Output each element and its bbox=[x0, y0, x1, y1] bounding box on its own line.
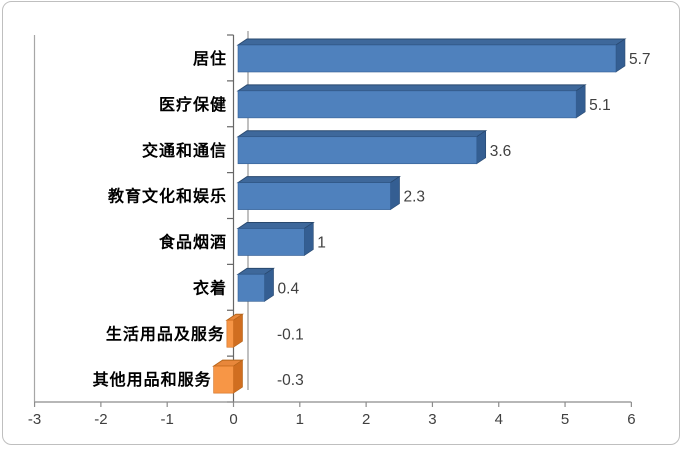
x-axis-tick-label: 4 bbox=[495, 411, 503, 428]
bar-top-face bbox=[236, 130, 488, 138]
category-label: 居住 bbox=[193, 49, 227, 68]
bar-side-face bbox=[264, 267, 274, 302]
category-label: 衣着 bbox=[193, 278, 227, 297]
bar-top-face bbox=[236, 84, 587, 92]
bar-side-face bbox=[615, 38, 626, 73]
bar-value-label: 0.4 bbox=[278, 280, 300, 297]
category-label: 交通和通信 bbox=[142, 141, 227, 160]
x-axis-tick-label: -3 bbox=[28, 411, 41, 428]
bar-value-label: 2.3 bbox=[404, 189, 426, 206]
bar-value-label: 3.6 bbox=[490, 143, 512, 160]
category-label: 食品烟酒 bbox=[158, 233, 227, 252]
x-axis-tick-label: 3 bbox=[428, 411, 436, 428]
x-axis-tick-label: 6 bbox=[627, 411, 635, 428]
x-axis-tick-label: 2 bbox=[362, 411, 370, 428]
bar bbox=[237, 44, 617, 73]
bar-side-face bbox=[304, 221, 314, 257]
bar bbox=[213, 365, 234, 394]
bar bbox=[237, 136, 478, 165]
category-label: 生活用品及服务 bbox=[106, 324, 225, 343]
bar-side-face bbox=[233, 313, 243, 348]
category-label: 其他用品和服务 bbox=[93, 370, 212, 389]
bar-value-label: 5.7 bbox=[629, 51, 651, 68]
bar-side-face bbox=[390, 176, 400, 211]
bar-value-label: 1 bbox=[317, 235, 326, 252]
bar-value-label: -0.3 bbox=[277, 372, 304, 389]
x-axis-tick-label: -1 bbox=[161, 411, 174, 428]
bar-value-label: -0.1 bbox=[277, 326, 304, 343]
category-label: 教育文化和娱乐 bbox=[108, 187, 227, 206]
bar-value-label: 5.1 bbox=[589, 97, 611, 114]
bar-top-face bbox=[236, 176, 402, 184]
bar bbox=[226, 319, 234, 348]
x-axis-tick-label: 5 bbox=[561, 411, 569, 428]
bar bbox=[237, 274, 265, 302]
bar-side-face bbox=[476, 130, 487, 165]
x-axis-tick-label: 1 bbox=[296, 411, 304, 428]
bar bbox=[237, 228, 305, 256]
bar-top-face bbox=[236, 38, 627, 46]
bar bbox=[237, 90, 577, 119]
bar bbox=[237, 182, 391, 210]
bar-side-face bbox=[233, 359, 243, 394]
x-axis-tick-label: 0 bbox=[229, 411, 237, 428]
bar-top-face bbox=[236, 222, 315, 229]
x-axis-tick-label: -2 bbox=[94, 411, 107, 428]
bar-side-face bbox=[575, 84, 586, 119]
category-label: 医疗保健 bbox=[159, 95, 227, 114]
